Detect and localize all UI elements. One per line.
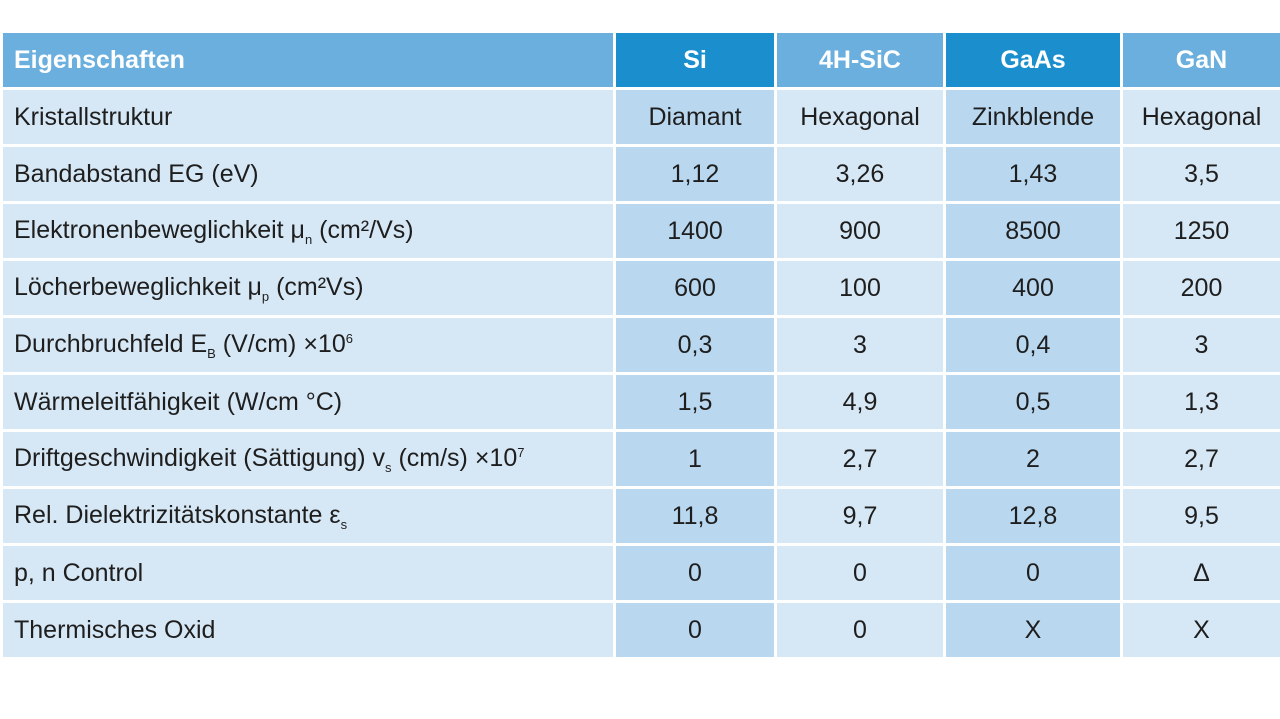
cell-gaas: 400 [943,261,1123,318]
row-label: Bandabstand EG (eV) [3,147,613,204]
label-subscript: n [304,231,313,247]
cell-si: 1,5 [613,375,777,432]
cell-4h-sic: 3,26 [777,147,943,204]
row-label: p, n Control [3,546,613,603]
table-row: Kristallstruktur Diamant Hexagonal Zinkblen… [3,90,1280,147]
row-label: Wärmeleitfähigkeit (W/cm °C) [3,375,613,432]
cell-gan: X [1123,603,1280,660]
header-eigenschaften: Eigenschaften [3,33,613,90]
table-body: Kristallstruktur Diamant Hexagonal Zinkblen… [3,90,1280,660]
cell-gaas: 0,5 [943,375,1123,432]
row-label: Kristallstruktur [3,90,613,147]
cell-si: 0 [613,603,777,660]
cell-gan: 200 [1123,261,1280,318]
header-gaas: GaAs [943,33,1123,90]
header-gan: GaN [1123,33,1280,90]
cell-4h-sic: 0 [777,603,943,660]
cell-gaas: 0,4 [943,318,1123,375]
label-superscript: 6 [345,330,353,346]
row-label: Durchbruchfeld EB (V/cm) ×106 [3,318,613,375]
cell-4h-sic: 900 [777,204,943,261]
table-row: Löcherbeweglichkeit μp (cm²Vs) 600 100 400 2… [3,261,1280,318]
label-text: p, n Control [14,558,144,587]
cell-gaas: 1,43 [943,147,1123,204]
cell-si: Diamant [613,90,777,147]
label-unit: (cm/s) ×10 [391,443,518,472]
cell-si: 600 [613,261,777,318]
cell-4h-sic: 9,7 [777,489,943,546]
row-label: Rel. Dielektrizitätskonstante εs [3,489,613,546]
cell-gan: Hexagonal [1123,90,1280,147]
cell-si: 1,12 [613,147,777,204]
cell-4h-sic: 3 [777,318,943,375]
table-row: Wärmeleitfähigkeit (W/cm °C) 1,5 4,9 0,5 1,3 [3,375,1280,432]
cell-si: 0,3 [613,318,777,375]
table-row: Elektronenbeweglichkeit μn (cm²/Vs) 1400 9… [3,204,1280,261]
table-row: Bandabstand EG (eV) 1,12 3,26 1,43 3,5 [3,147,1280,204]
cell-si: 1 [613,432,777,489]
table-header-row: Eigenschaften Si 4H-SiC GaAs GaN [3,33,1280,90]
label-text: Bandabstand EG (eV) [14,159,259,188]
label-text: Kristallstruktur [14,102,173,131]
table-row: Durchbruchfeld EB (V/cm) ×106 0,3 3 0,4 3 [3,318,1280,375]
label-subscript: s [385,459,392,475]
row-label: Driftgeschwindigkeit (Sättigung) vs (cm/… [3,432,613,489]
cell-gan: 3 [1123,318,1280,375]
cell-gan: 1,3 [1123,375,1280,432]
header-si: Si [613,33,777,90]
cell-gaas: 12,8 [943,489,1123,546]
label-text: Elektronenbeweglichkeit μ [14,215,305,244]
label-unit: (cm²Vs) [269,272,364,301]
label-superscript: 7 [517,444,525,460]
label-text: Driftgeschwindigkeit (Sättigung) v [14,443,385,472]
cell-si: 0 [613,546,777,603]
table-row: Thermisches Oxid 0 0 X X [3,603,1280,660]
label-text: Durchbruchfeld E [14,329,208,358]
cell-si: 11,8 [613,489,777,546]
cell-gaas: 0 [943,546,1123,603]
cell-4h-sic: 2,7 [777,432,943,489]
cell-gaas: 2 [943,432,1123,489]
cell-4h-sic: 4,9 [777,375,943,432]
cell-gaas: X [943,603,1123,660]
label-subscript: p [261,288,270,304]
cell-gan: 2,7 [1123,432,1280,489]
cell-4h-sic: 100 [777,261,943,318]
label-text: Wärmeleitfähigkeit (W/cm °C) [14,387,343,416]
cell-gaas: 8500 [943,204,1123,261]
label-text: Rel. Dielektrizitätskonstante ε [14,500,341,529]
label-text: Thermisches Oxid [14,615,216,644]
semiconductor-properties-table: Eigenschaften Si 4H-SiC GaAs GaN Kristal… [3,33,1280,660]
header-4h-sic: 4H-SiC [777,33,943,90]
row-label: Elektronenbeweglichkeit μn (cm²/Vs) [3,204,613,261]
cell-gan: 3,5 [1123,147,1280,204]
cell-4h-sic: 0 [777,546,943,603]
cell-gan: Δ [1123,546,1280,603]
table-row: Driftgeschwindigkeit (Sättigung) vs (cm/… [3,432,1280,489]
table-row: p, n Control 0 0 0 Δ [3,546,1280,603]
label-subscript: B [207,345,216,361]
label-subscript: s [340,516,348,532]
label-text: Löcherbeweglichkeit μ [14,272,262,301]
cell-gan: 1250 [1123,204,1280,261]
label-unit: (cm²/Vs) [312,215,414,244]
cell-si: 1400 [613,204,777,261]
cell-4h-sic: Hexagonal [777,90,943,147]
label-unit: (V/cm) ×10 [215,329,346,358]
cell-gan: 9,5 [1123,489,1280,546]
row-label: Thermisches Oxid [3,603,613,660]
properties-table-wrapper: Eigenschaften Si 4H-SiC GaAs GaN Kristal… [3,33,1280,660]
cell-gaas: Zinkblende [943,90,1123,147]
table-row: Rel. Dielektrizitätskonstante εs 11,8 9,7 1… [3,489,1280,546]
row-label: Löcherbeweglichkeit μp (cm²Vs) [3,261,613,318]
